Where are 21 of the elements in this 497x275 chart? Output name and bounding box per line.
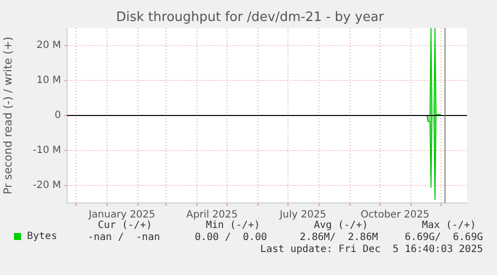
text: Min (-/+)	[204, 220, 260, 231]
y-tick-label: -20 M	[32, 180, 61, 192]
text: Cur (-/+)	[96, 220, 152, 231]
x-tick-label: January 2025	[88, 210, 156, 221]
text: Max (-/+)	[420, 220, 476, 231]
text: Last update: Fri Dec 5 16:40:03 2025	[260, 244, 483, 255]
chart-title: Disk throughput for /dev/dm-21 - by year	[116, 10, 385, 25]
x-tick-label: October 2025	[360, 210, 430, 221]
text: Avg (-/+)	[312, 220, 368, 231]
x-tick-label: July 2025	[278, 210, 326, 221]
y-tick-label: 0	[54, 110, 61, 122]
text: 0.00 / 0.00	[194, 232, 267, 243]
text: -nan / -nan	[86, 232, 160, 243]
x-tick-label: April 2025	[186, 210, 238, 221]
y-axis-title: Pr second read (-) / write (+)	[1, 36, 14, 194]
y-tick-label: 10 M	[36, 75, 61, 86]
y-tick-label: 20 M	[36, 40, 61, 52]
text: 2.86M/ 2.86M	[298, 232, 378, 243]
y-tick-label: -10 M	[32, 145, 61, 156]
legend-label: Bytes	[27, 231, 58, 242]
text: 6.69G/ 6.69G	[404, 232, 483, 243]
